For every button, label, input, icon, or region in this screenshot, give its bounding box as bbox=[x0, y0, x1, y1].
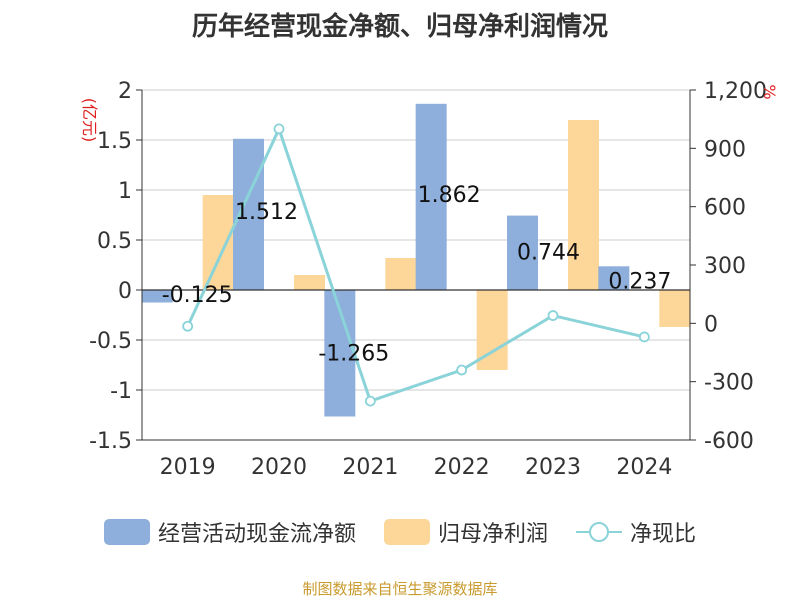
data-label-operating-cash-flow: -0.125 bbox=[162, 283, 233, 308]
bar-operating-cash-flow bbox=[415, 103, 447, 290]
legend-label: 归母净利润 bbox=[437, 522, 548, 547]
x-tick-label: 2023 bbox=[525, 455, 581, 480]
y-right-tick-label: 900 bbox=[704, 137, 746, 162]
data-label-operating-cash-flow: 0.237 bbox=[608, 269, 671, 294]
bar-operating-cash-flow bbox=[598, 266, 630, 290]
bar-net-profit bbox=[294, 275, 325, 290]
bar-net-profit bbox=[659, 290, 691, 327]
x-tick-label: 2021 bbox=[342, 455, 398, 480]
line-point-cash-ratio bbox=[547, 310, 559, 321]
legend-swatch-blue bbox=[103, 519, 150, 545]
line-point-cash-ratio bbox=[182, 320, 194, 332]
legend-line-marker-icon bbox=[576, 519, 622, 545]
x-tick-label: 2024 bbox=[616, 455, 672, 480]
line-point-cash-ratio bbox=[456, 364, 468, 376]
data-label-operating-cash-flow: 0.744 bbox=[517, 241, 580, 266]
legend-label: 净现比 bbox=[630, 522, 697, 547]
data-label-operating-cash-flow: 1.862 bbox=[418, 183, 481, 208]
y-right-tick-label: -600 bbox=[704, 429, 754, 454]
y-left-tick-label: -0.5 bbox=[89, 329, 132, 354]
data-source-note: 制图数据来自恒生聚源数据库 bbox=[302, 580, 498, 598]
chart-legend: 经营活动现金流净额 归母净利润 净现比 bbox=[0, 516, 800, 548]
y-right-tick-label: 0 bbox=[704, 312, 718, 337]
legend-swatch-orange bbox=[383, 519, 430, 545]
y-left-tick-label: -1 bbox=[110, 379, 132, 404]
y-left-tick-label: -1.5 bbox=[89, 429, 132, 454]
bar-net-profit bbox=[202, 195, 234, 290]
bar-operating-cash-flow bbox=[507, 215, 538, 290]
bar-net-profit bbox=[568, 120, 599, 290]
y-left-tick-label: 1.5 bbox=[97, 129, 132, 154]
y-left-tick-label: 0.5 bbox=[97, 229, 132, 254]
legend-item-net-profit[interactable]: 归母净利润 bbox=[383, 516, 548, 548]
y-right-unit-label: % bbox=[760, 84, 779, 99]
legend-label: 经营活动现金流净额 bbox=[157, 522, 356, 547]
y-right-tick-label: 300 bbox=[704, 254, 746, 279]
legend-item-operating-cash-flow[interactable]: 经营活动现金流净额 bbox=[103, 516, 356, 548]
legend-item-cash-ratio[interactable]: 净现比 bbox=[576, 516, 696, 548]
y-left-unit-label: (亿元) bbox=[80, 98, 99, 143]
bar-net-profit bbox=[385, 258, 417, 290]
line-point-cash-ratio bbox=[364, 395, 376, 407]
line-cash-ratio bbox=[186, 124, 645, 404]
y-right-tick-label: 1,200 bbox=[704, 79, 767, 104]
x-tick-label: 2022 bbox=[434, 455, 490, 480]
y-right-tick-label: -300 bbox=[704, 371, 754, 396]
y-left-tick-label: 0 bbox=[118, 279, 132, 304]
y-left-tick-label: 1 bbox=[118, 179, 132, 204]
chart-title: 历年经营现金净额、归母净利润情况 bbox=[191, 12, 608, 42]
line-point-cash-ratio bbox=[273, 123, 285, 135]
x-tick-label: 2020 bbox=[251, 455, 307, 480]
y-right-tick-label: 600 bbox=[704, 196, 746, 221]
y-left-tick-label: 2 bbox=[118, 79, 132, 104]
bar-operating-cash-flow bbox=[141, 290, 173, 303]
data-label-operating-cash-flow: 1.512 bbox=[235, 200, 298, 225]
line-point-cash-ratio bbox=[638, 331, 650, 343]
data-label-operating-cash-flow: -1.265 bbox=[318, 342, 389, 367]
x-tick-label: 2019 bbox=[160, 455, 216, 480]
